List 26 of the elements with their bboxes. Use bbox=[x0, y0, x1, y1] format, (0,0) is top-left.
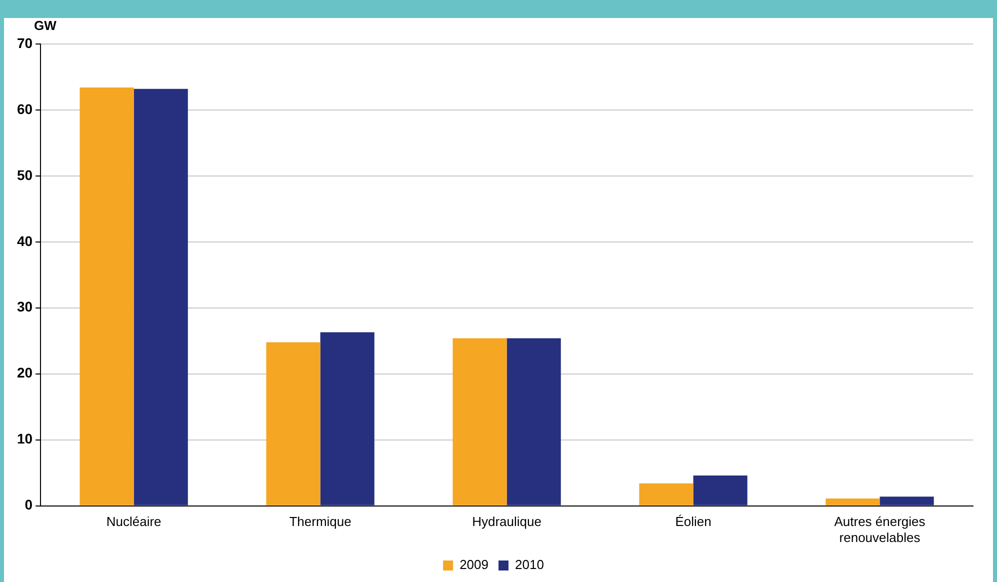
legend-label: 2010 bbox=[515, 557, 544, 572]
y-tick-label: 40 bbox=[16, 232, 33, 249]
y-tick-label: 30 bbox=[16, 298, 33, 315]
bar bbox=[693, 475, 748, 506]
bar bbox=[266, 342, 320, 506]
x-tick-label: Éolien bbox=[675, 514, 712, 530]
bar bbox=[80, 88, 134, 506]
legend-label: 2009 bbox=[460, 557, 488, 572]
y-tick-label: 10 bbox=[16, 430, 33, 447]
x-tick-label: Autres énergies renouvelables bbox=[834, 514, 926, 545]
bar bbox=[506, 338, 561, 506]
bar bbox=[134, 88, 188, 506]
bar bbox=[639, 483, 694, 506]
y-tick-label: 0 bbox=[24, 496, 33, 513]
x-tick-label: Thermique bbox=[289, 514, 352, 530]
x-tick-label: Hydraulique bbox=[472, 514, 542, 530]
y-tick-label: 50 bbox=[16, 166, 33, 183]
bar bbox=[826, 498, 880, 506]
bar bbox=[320, 332, 374, 506]
bar bbox=[452, 338, 507, 506]
x-tick-label: Nucléaire bbox=[106, 514, 162, 530]
y-tick-label: 70 bbox=[16, 34, 33, 51]
y-tick-label: 20 bbox=[16, 364, 33, 381]
bar bbox=[880, 496, 934, 506]
y-tick-label: 60 bbox=[16, 100, 33, 117]
y-axis-title: GW bbox=[34, 18, 58, 34]
